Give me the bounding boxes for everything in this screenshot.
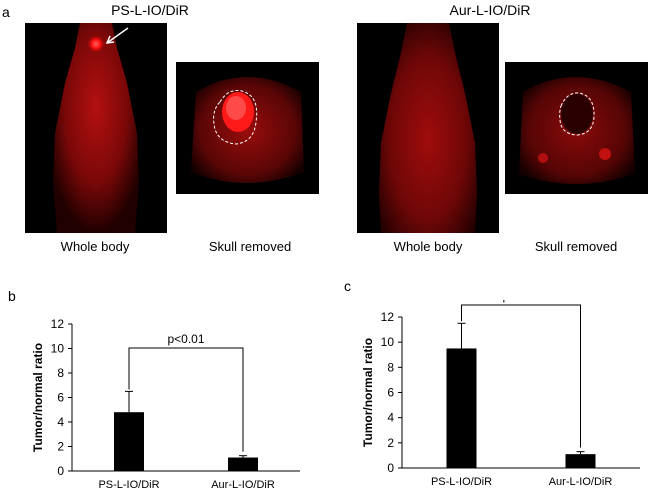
bar [228,457,258,471]
y-tick-label: 6 [387,386,394,400]
caption-aur-whole-body: Whole body [393,239,463,254]
x-tick-label: Aur-L-IO/DiR [549,476,613,488]
group-1-title: PS-L-IO/DiR [111,2,189,18]
bar [446,348,477,468]
y-tick-label: 6 [57,391,64,405]
chart-c: 0 2 4 6 8 10 12 Tumor/normal ratio PS-L-IO/DiR Au… [361,300,640,488]
panel-c-letter: c [344,278,351,294]
y-tick-label: 12 [51,317,65,331]
caption-aur-skull-removed: Skull removed [534,239,618,254]
x-tick-label: Aur-L-IO/DiR [211,479,275,491]
y-tick-label: 0 [57,464,64,478]
y-tick-label: 2 [57,440,64,454]
y-tick-label: 4 [57,415,64,429]
chart-b: 0 2 4 6 8 10 12 Tumor/normal ratio PS-L-IO/DiR Au… [31,317,300,491]
bar [114,412,144,471]
y-axis-label: Tumor/normal ratio [361,338,375,447]
y-tick-label: 8 [57,366,64,380]
y-tick-label: 10 [381,335,395,349]
y-tick-label: 8 [387,360,394,374]
image-ps-skull-removed [176,62,319,194]
panel-a-letter: a [2,4,10,20]
caption-ps-whole-body: Whole body [60,239,130,254]
y-tick-label: 10 [51,342,65,356]
group-2-title: Aur-L-IO/DiR [449,2,531,18]
y-tick-label: 12 [381,310,395,324]
significance-label: p<0.01 [167,332,204,346]
significance-bracket [128,347,244,452]
bar [565,454,596,468]
y-tick-label: 0 [387,461,394,475]
image-aur-whole-body [357,23,499,233]
y-axis-label: Tumor/normal ratio [31,343,45,452]
x-tick-label: PS-L-IO/DiR [98,479,159,491]
y-tick-label: 4 [387,411,394,425]
caption-ps-skull-removed: Skull removed [208,239,292,254]
significance-bracket [461,304,581,448]
y-tick-label: 2 [387,436,394,450]
panel-b-letter: b [8,288,16,304]
image-ps-whole-body [25,23,167,233]
significance-label: p<0.01 [502,300,539,303]
x-tick-label: PS-L-IO/DiR [431,476,492,488]
image-aur-skull-removed [505,62,648,194]
